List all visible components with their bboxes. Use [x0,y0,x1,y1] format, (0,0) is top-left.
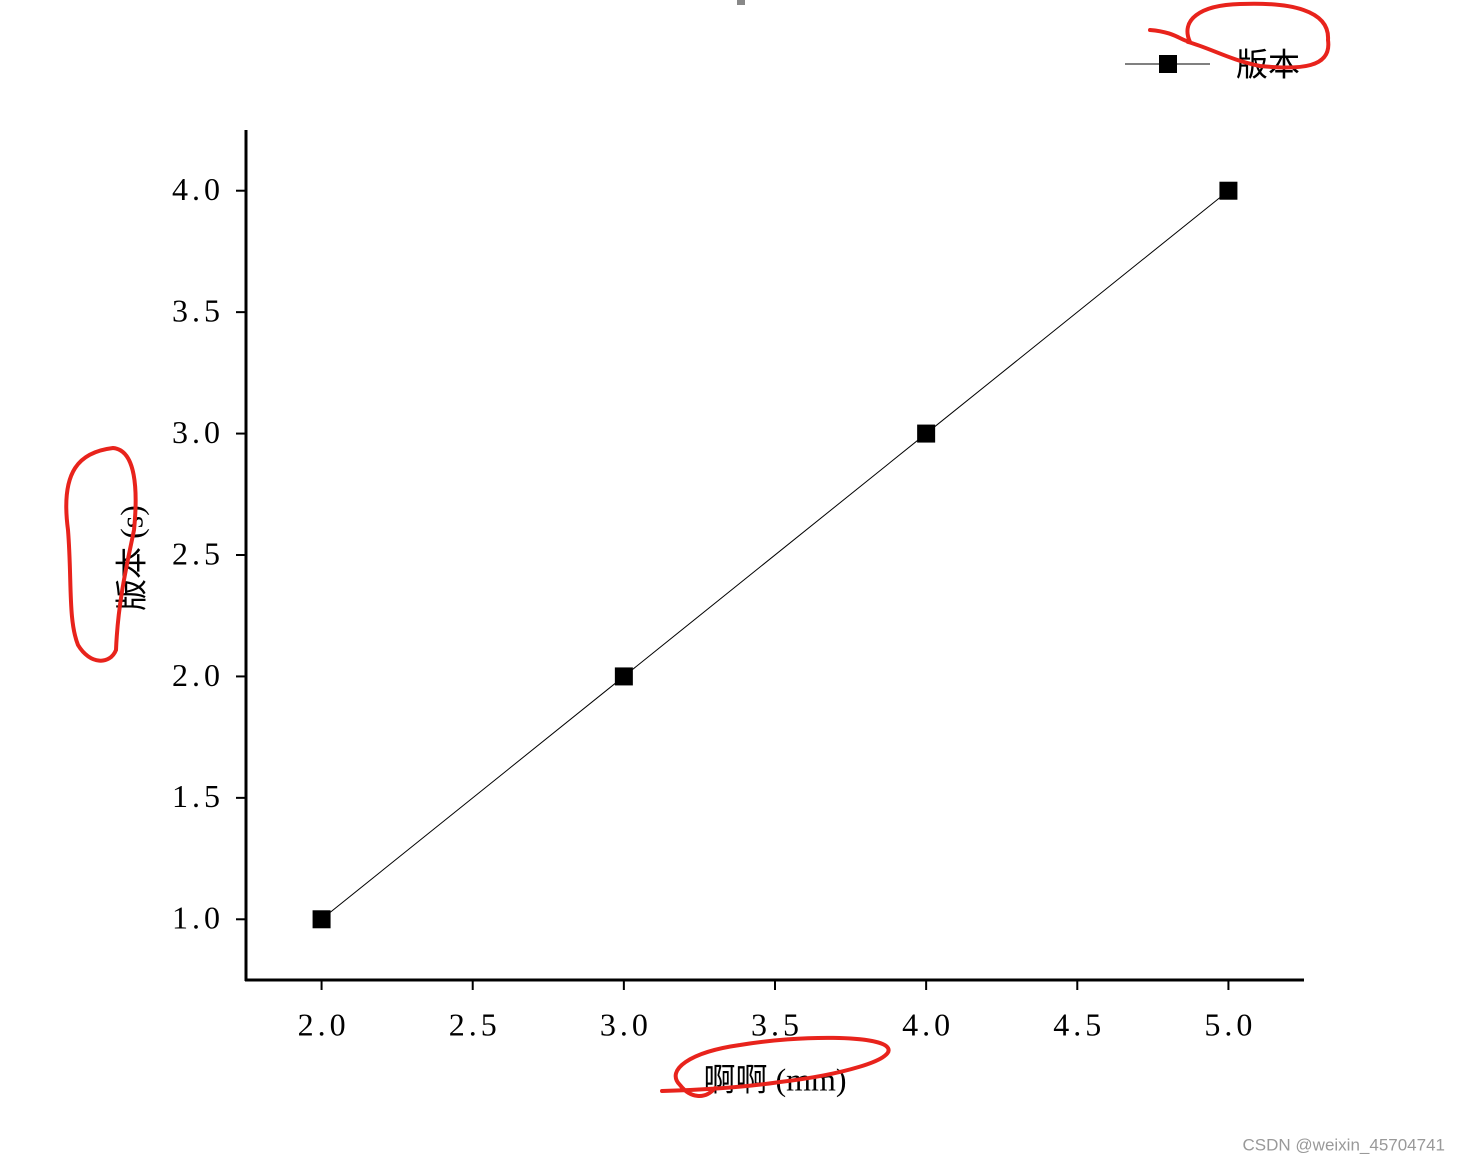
y-tick-label: 4.0 [172,171,224,207]
y-tick-label: 2.0 [172,657,224,693]
plot-area: 1.0 1.5 2.0 2.5 3.0 3.5 4.0 2.0 2.5 3.0 3.5 4.0 4.5 5… [172,46,1304,1042]
x-tick-label: 4.0 [902,1006,954,1042]
scribbles [64,1,1331,1098]
y-tick-label: 3.0 [172,414,224,450]
artifact [737,0,745,5]
series-line [321,190,1229,920]
y-tick-label: 1.0 [172,900,224,936]
y-tick-label: 1.5 [172,778,224,814]
x-tick-label: 4.5 [1053,1006,1105,1042]
marker [614,667,633,686]
marker [917,424,936,443]
x-axis-label: 啊啊 (mm) [703,1061,846,1097]
x-tick-label: 3.5 [751,1006,803,1042]
watermark: CSDN @weixin_45704741 [1243,1135,1445,1154]
marker [1219,181,1238,200]
legend-marker [1159,55,1177,73]
y-axis-label: 版本 (s) [113,505,149,611]
y-tick-label: 3.5 [172,292,224,328]
marker [312,910,331,929]
x-tick-label: 2.0 [298,1006,350,1042]
x-tick-label: 5.0 [1204,1006,1256,1042]
x-tick-label: 2.5 [449,1006,501,1042]
y-tick-label: 2.5 [172,535,224,571]
x-tick-label: 3.0 [600,1006,652,1042]
